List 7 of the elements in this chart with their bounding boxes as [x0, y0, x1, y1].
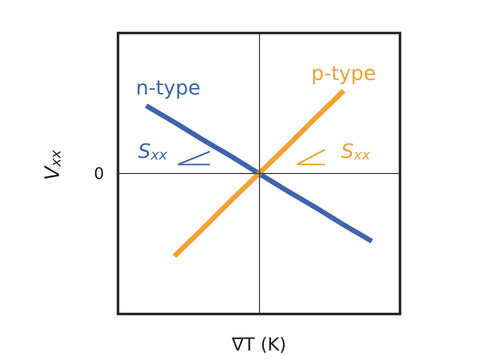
- series-label: p-type: [311, 60, 376, 85]
- series-label: n-type: [136, 76, 200, 100]
- y-axis-title: Vxx: [40, 149, 64, 180]
- x-axis-title: ∇T (K): [230, 334, 286, 356]
- annotation: Sxx: [138, 139, 168, 164]
- ref-line-label: 0: [94, 164, 104, 183]
- annotation: Sxx: [341, 139, 371, 164]
